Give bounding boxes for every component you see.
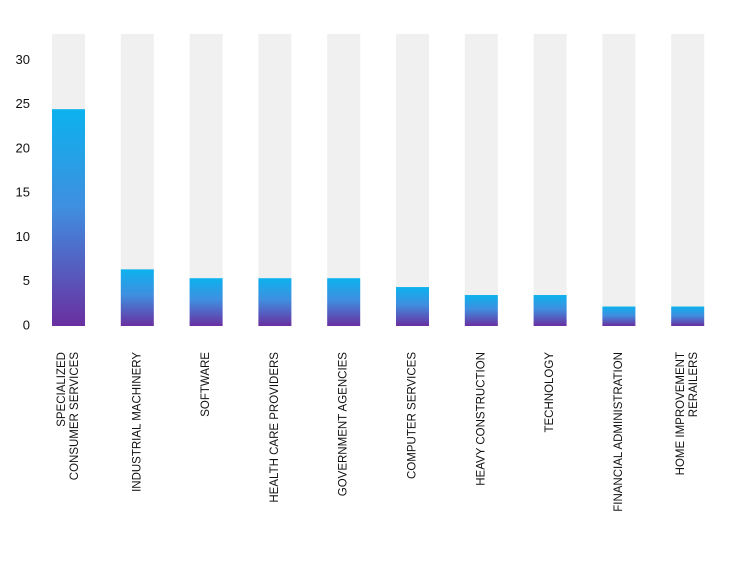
- bar: [52, 109, 85, 326]
- bar-track: [671, 33, 705, 326]
- y-tick-label: 25: [16, 96, 30, 111]
- y-tick-label: 20: [16, 140, 30, 155]
- y-tick-label: 10: [16, 229, 30, 244]
- y-tick-label: 0: [23, 317, 30, 332]
- bar: [533, 295, 567, 326]
- x-tick-label: TECHNOLOGY: [544, 352, 556, 433]
- x-tick-label: INDUSTRIAL MACHINERY: [131, 352, 143, 492]
- x-tick-label: HEAVY CONSTRUCTION: [475, 352, 487, 486]
- y-tick-label: 15: [16, 185, 30, 200]
- y-tick-label: 30: [16, 52, 30, 67]
- bar: [671, 306, 705, 326]
- x-tick-label: CONSUMER SERVICES: [69, 352, 81, 481]
- bar-track: [533, 33, 567, 326]
- bar-track: [327, 33, 361, 326]
- bar: [602, 306, 636, 326]
- x-tick-label: HOME IMPROVEMENT: [675, 352, 687, 475]
- bar: [189, 278, 223, 326]
- y-tick-label: 5: [23, 273, 30, 288]
- bar-track: [396, 33, 429, 326]
- bar-track: [258, 33, 292, 326]
- bar-track: [464, 33, 498, 326]
- x-tick-label: SOFTWARE: [200, 352, 212, 417]
- bars: [52, 109, 705, 326]
- x-tick-label: SPECIALIZED: [56, 352, 68, 427]
- x-tick-label: HEALTH CARE PROVIDERS: [269, 352, 281, 503]
- bar-track: [602, 33, 636, 326]
- x-tick-label: COMPUTER SERVICES: [407, 352, 419, 479]
- bar-track: [189, 33, 223, 326]
- x-axis: SPECIALIZED CONSUMER SERVICES INDUSTRIAL M…: [56, 352, 700, 512]
- bar-tracks: [52, 33, 705, 326]
- bar: [120, 269, 154, 326]
- bar: [258, 278, 292, 326]
- y-axis: 0 5 10 15 20 25 30: [16, 52, 30, 333]
- x-tick-label: GOVERNMENT AGENCIES: [338, 352, 350, 497]
- bar: [396, 287, 429, 326]
- x-tick-label: FINANCIAL ADMINISTRATION: [613, 352, 625, 512]
- bar: [327, 278, 361, 326]
- x-tick-label: RERAILERS: [688, 352, 700, 418]
- bar: [464, 295, 498, 326]
